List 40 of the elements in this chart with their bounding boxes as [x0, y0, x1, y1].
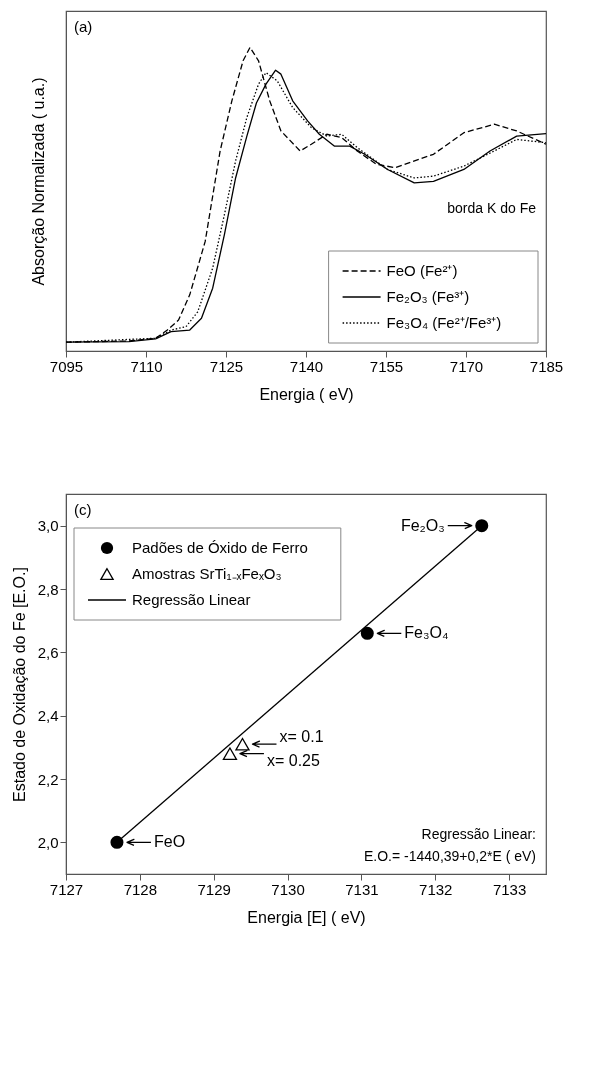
y-tick-label: 2,0 — [37, 833, 59, 851]
legend-label: FeO (Fe²⁺) — [386, 262, 458, 279]
x-tick-label: 7170 — [449, 357, 484, 375]
x-tick-label: 7129 — [197, 880, 231, 898]
y-tick-label: 2,4 — [37, 707, 59, 725]
x-tick-label: 7185 — [529, 357, 564, 375]
legend-label: Fe₃O₄ (Fe²⁺/Fe³⁺) — [386, 314, 502, 331]
y-axis-title: Estado de Oxidação do Fe [E.O.] — [10, 567, 28, 802]
annotation: E.O.= -1440,39+0,2*E ( eV) — [364, 848, 536, 864]
x-tick-label: 7131 — [345, 880, 379, 898]
x-tick-label: 7110 — [130, 357, 163, 375]
annotation: borda K do Fe — [447, 200, 537, 216]
annotation: x= 0.25 — [266, 751, 320, 769]
x-tick-label: 7140 — [289, 357, 324, 375]
x-tick-label: 7127 — [49, 880, 84, 898]
x-tick-label: 7128 — [123, 880, 158, 898]
legend-label: Padões de Óxido de Ferro — [132, 539, 308, 556]
text: (a) — [74, 18, 93, 35]
legend-label: Amostras SrTi₁₋ₓFeₓO₃ — [132, 565, 282, 582]
x-tick-label: 7133 — [492, 880, 527, 898]
x-tick-label: 7095 — [49, 357, 84, 375]
y-tick-label: 3,0 — [37, 517, 59, 535]
y-tick-label: 2,8 — [37, 580, 59, 598]
annotation: (c) — [74, 501, 92, 518]
legend-label: Regressão Linear — [132, 591, 251, 608]
y-tick-label: 2,2 — [37, 770, 59, 788]
x-tick-label: 7132 — [419, 880, 453, 898]
annotation: Fe₃O₄ — [404, 624, 449, 642]
x-tick-label: 7125 — [209, 357, 244, 375]
x-tick-label: 7155 — [369, 357, 404, 375]
x-axis-title: Energia [E] ( eV) — [247, 908, 366, 926]
legend-label: Fe₂O₃ (Fe³⁺) — [386, 288, 470, 305]
x-axis-title: Energia ( eV) — [259, 385, 354, 403]
y-tick-label: 2,6 — [37, 643, 59, 661]
y-axis-title: Absorção Normalizada ( u.a.) — [29, 77, 47, 286]
annotation: x= 0.1 — [279, 728, 324, 746]
annotation: Regressão Linear: — [421, 826, 536, 842]
annotation: FeO — [153, 833, 186, 851]
annotation: Fe₂O₃ — [400, 516, 445, 534]
x-tick-label: 7130 — [271, 880, 305, 898]
